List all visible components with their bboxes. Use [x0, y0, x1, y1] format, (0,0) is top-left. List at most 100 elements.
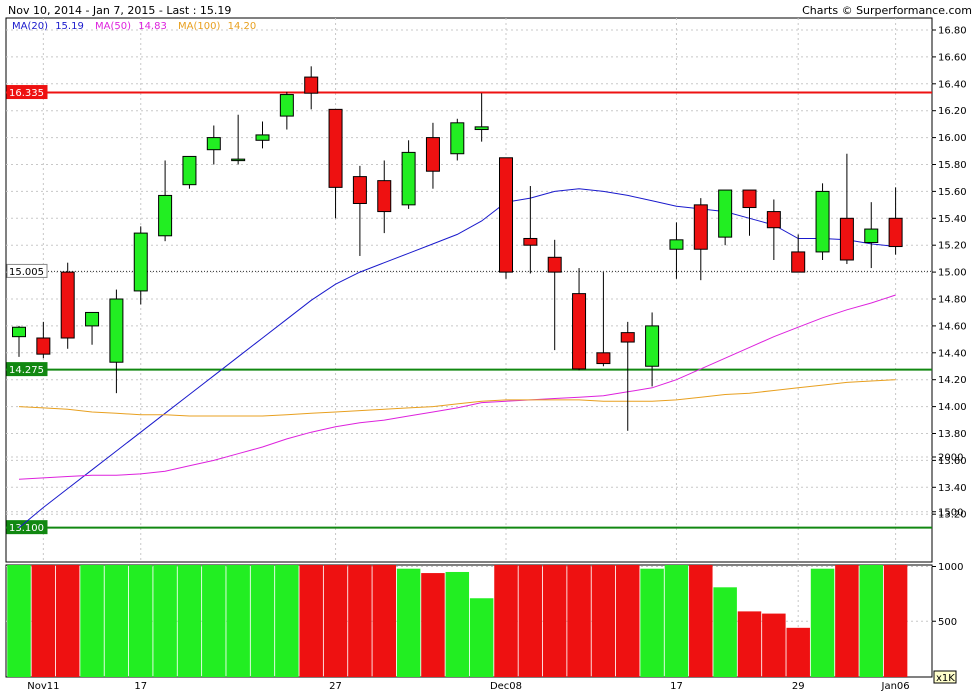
- volume-bar: [323, 565, 348, 677]
- legend-ma20-value: 15.19: [55, 21, 84, 32]
- candle-body: [645, 325, 660, 367]
- level-label: 15.005: [9, 267, 44, 278]
- x-tick-label: 17: [134, 681, 147, 692]
- candle-body: [279, 94, 294, 117]
- candle: [377, 160, 392, 234]
- candle: [231, 114, 246, 165]
- volume-group: [7, 565, 908, 677]
- candle: [742, 189, 757, 236]
- candle: [645, 312, 660, 387]
- price-y-tick-label: 15.80: [938, 160, 967, 171]
- candle-body: [401, 151, 416, 206]
- price-y-tick-label: 14.60: [938, 321, 967, 332]
- price-y-tick-label: 14.20: [938, 375, 967, 386]
- legend-ma20: MA(20) 15.19: [12, 21, 87, 32]
- candle-body: [109, 298, 124, 363]
- candle-body: [620, 332, 635, 343]
- candle-body: [304, 76, 319, 94]
- legend-ma50-value: 14.83: [138, 21, 167, 32]
- level-label-box: [6, 362, 48, 377]
- candle: [133, 226, 148, 305]
- price-y-tick-label: 13.60: [938, 456, 967, 467]
- price-y-tick-label: 15.60: [938, 187, 967, 198]
- volume-bar: [226, 565, 250, 677]
- candle-body: [839, 217, 854, 261]
- x-tick-label: 27: [329, 681, 342, 692]
- candle: [791, 234, 806, 273]
- volume-bar: [80, 565, 104, 677]
- candle: [888, 187, 903, 255]
- level-label: 14.275: [9, 365, 44, 376]
- candle-body: [669, 239, 684, 250]
- candle: [425, 122, 440, 189]
- candle-body: [572, 293, 587, 370]
- candle: [158, 160, 173, 242]
- candle: [36, 321, 51, 359]
- price-y-tick-label: 16.40: [938, 79, 967, 90]
- price-y-tick-label: 15.20: [938, 241, 967, 252]
- volume-bar: [348, 565, 372, 677]
- price-y-tick-label: 15.40: [938, 214, 967, 225]
- candle: [572, 268, 587, 371]
- volume-y-tick-label: 1500: [938, 507, 963, 518]
- price-y-tick-label: 16.60: [938, 52, 967, 63]
- volume-bar: [616, 565, 640, 677]
- candle-body: [255, 134, 270, 141]
- candle: [596, 272, 611, 367]
- legend-ma100-value: 14.20: [227, 21, 257, 32]
- volume-bar: [786, 627, 810, 677]
- candle-body: [791, 251, 806, 273]
- level-label: 16.335: [9, 88, 44, 99]
- x-tick-label: 17: [670, 681, 683, 692]
- candle-body: [425, 137, 440, 172]
- candle-body: [815, 190, 830, 253]
- price-y-tick-label: 16.20: [938, 106, 967, 117]
- volume-bar: [55, 565, 80, 677]
- volume-bar: [275, 565, 299, 677]
- candle-body: [206, 137, 221, 151]
- volume-bar: [469, 598, 494, 677]
- candle-body: [742, 189, 757, 209]
- candle: [450, 118, 465, 161]
- candle: [206, 125, 221, 165]
- candle-body: [596, 352, 611, 365]
- candle: [693, 198, 708, 281]
- volume-y-tick-label: 500: [938, 617, 957, 628]
- candle-body: [60, 271, 75, 339]
- candle-body: [328, 108, 343, 188]
- candle: [109, 289, 124, 394]
- candle: [352, 165, 367, 256]
- volume-bar: [810, 568, 835, 677]
- candle-body: [474, 126, 489, 131]
- volume-bar: [7, 565, 31, 677]
- candle: [547, 239, 562, 351]
- candle: [304, 66, 319, 110]
- volume-bar: [494, 565, 518, 677]
- candle: [474, 93, 489, 142]
- ma-legend: MA(20) 15.19 MA(50) 14.83 MA(100) 14.20: [12, 21, 256, 32]
- candle: [182, 155, 197, 189]
- volume-y-tick-label: 1000: [938, 562, 963, 573]
- price-y-tick-label: 13.20: [938, 510, 967, 521]
- legend-ma50: MA(50) 14.83: [95, 21, 170, 32]
- volume-bar: [31, 565, 56, 677]
- price-y-tick-label: 14.00: [938, 402, 967, 413]
- candle: [499, 157, 513, 279]
- volume-bar: [153, 565, 177, 677]
- volume-bar: [689, 565, 713, 677]
- volume-bar: [250, 565, 275, 677]
- candle-body: [888, 217, 903, 248]
- price-y-tick-label: 16.80: [938, 26, 967, 37]
- candle-body: [499, 157, 513, 273]
- x-tick-label: Nov11: [27, 681, 59, 692]
- x-tick-label: Jan06: [881, 681, 910, 692]
- candle-body: [450, 122, 465, 155]
- candle: [255, 121, 270, 149]
- candle: [766, 199, 781, 260]
- legend-ma100-label: MA(100): [178, 21, 221, 32]
- candle: [401, 140, 416, 209]
- volume-bar: [202, 565, 226, 677]
- volume-bar: [104, 565, 129, 677]
